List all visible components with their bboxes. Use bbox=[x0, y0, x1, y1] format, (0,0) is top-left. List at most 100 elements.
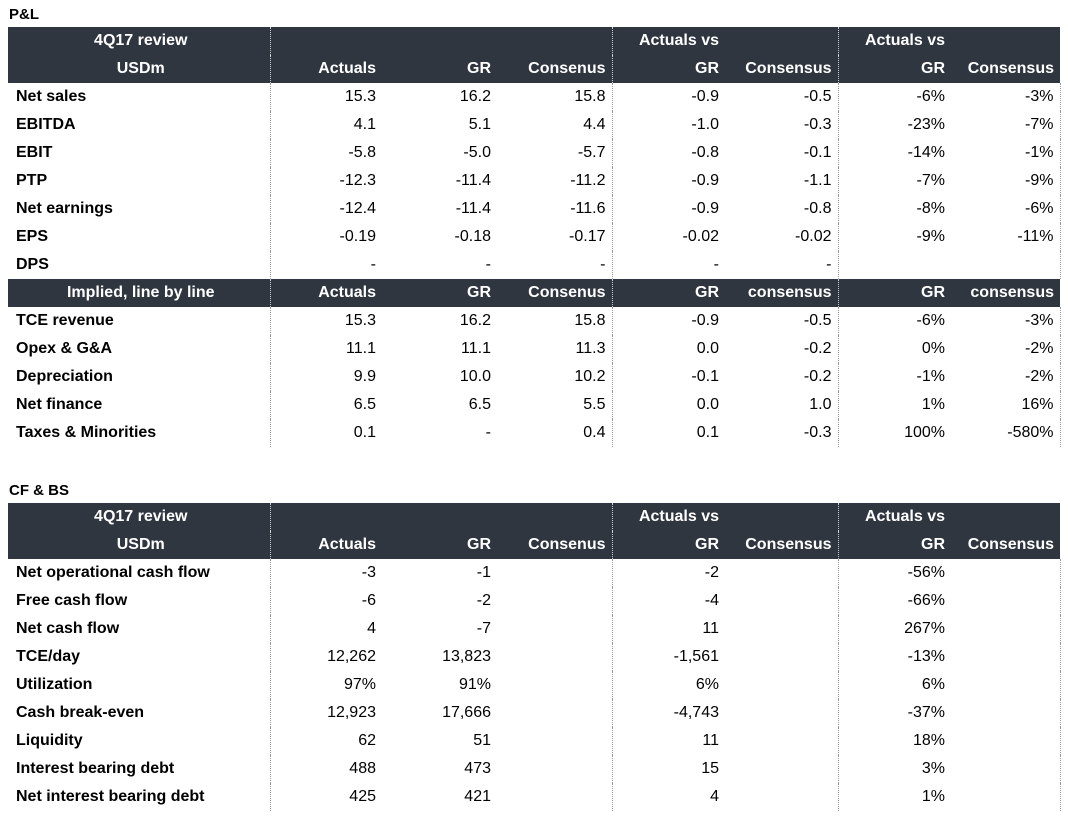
table-row: Net interest bearing debt 425 421 4 1% bbox=[8, 783, 1061, 811]
table-cell: -1 bbox=[476, 564, 491, 581]
table-cell bbox=[951, 251, 1061, 279]
table-row: EPS -0.19 -0.18 -0.17 -0.02 -0.02 -9% -11% bbox=[8, 223, 1061, 251]
table-cell: -0.18 bbox=[454, 228, 491, 245]
table-cell: 15.3 bbox=[269, 83, 382, 111]
column-header: GR bbox=[837, 531, 951, 559]
table-cell: -3 bbox=[269, 559, 382, 587]
table-cell bbox=[951, 671, 1061, 699]
table-cell: 425 bbox=[269, 783, 382, 811]
column-header bbox=[497, 27, 612, 55]
row-label: EBIT bbox=[16, 144, 53, 161]
table-cell bbox=[497, 727, 612, 755]
row-label: Interest bearing debt bbox=[16, 760, 175, 777]
table-cell: 100% bbox=[837, 419, 951, 447]
column-header bbox=[725, 27, 838, 55]
table-cell: -0.17 bbox=[569, 228, 606, 245]
table-cell: 473 bbox=[464, 760, 491, 777]
table-row: Taxes & Minorities 0.1 - 0.4 0.1 -0.3 100% -580… bbox=[8, 419, 1061, 447]
table-cell: -12.4 bbox=[269, 195, 382, 223]
column-header: Actuals vs bbox=[837, 27, 951, 55]
header-row: 4Q17 review Actuals vs Actuals vs bbox=[8, 503, 1060, 531]
header-label: USDm bbox=[8, 531, 270, 559]
table-cell: -0.5 bbox=[803, 312, 832, 329]
table-cell bbox=[497, 699, 612, 727]
table-cell bbox=[725, 727, 838, 755]
header-label: 4Q17 review bbox=[8, 27, 270, 55]
table-cell: -6% bbox=[951, 195, 1061, 223]
column-header: Consenus bbox=[497, 531, 612, 559]
column-header: Consensus bbox=[725, 55, 838, 83]
table-cell: 15.3 bbox=[269, 307, 382, 335]
header-row: USDm Actuals GR Consenus GR Consensus GR Consen… bbox=[8, 55, 1060, 83]
table-cell bbox=[951, 699, 1061, 727]
table-cell: -0.1 bbox=[803, 144, 832, 161]
table-cell: -14% bbox=[837, 139, 951, 167]
cfbs-section-title: CF & BS bbox=[9, 482, 69, 499]
table-cell: -0.9 bbox=[611, 195, 725, 223]
table-cell: 91% bbox=[458, 676, 491, 693]
table-cell: -2 bbox=[611, 559, 725, 587]
table-cell: -0.5 bbox=[803, 88, 832, 105]
table-cell: 12,262 bbox=[269, 643, 382, 671]
table-cell: 421 bbox=[464, 788, 491, 805]
table-cell: -580% bbox=[951, 419, 1061, 447]
column-header: consensus bbox=[951, 279, 1060, 307]
column-header: Consensus bbox=[951, 531, 1060, 559]
table-cell bbox=[951, 755, 1061, 783]
table-cell: 3% bbox=[837, 755, 951, 783]
row-label: Taxes & Minorities bbox=[16, 424, 157, 441]
table-cell: 12,923 bbox=[269, 699, 382, 727]
cfbs-table: 4Q17 review Actuals vs Actuals vs USDm Actua… bbox=[8, 503, 1061, 811]
header-row: 4Q17 review Actuals vs Actuals vs bbox=[8, 27, 1060, 55]
table-cell: -11.2 bbox=[570, 172, 606, 189]
table-cell: - bbox=[269, 251, 382, 279]
column-header: Consenus bbox=[497, 55, 612, 83]
table-row: Net earnings -12.4 -11.4 -11.6 -0.9 -0.8 -8% -6… bbox=[8, 195, 1061, 223]
row-label: Cash break-even bbox=[16, 704, 145, 721]
table-cell: 11 bbox=[611, 615, 725, 643]
table-cell: -1.1 bbox=[803, 172, 832, 189]
table-cell: -0.9 bbox=[611, 83, 725, 111]
row-label: EPS bbox=[16, 228, 49, 245]
table-cell: 0.0 bbox=[611, 335, 725, 363]
table-cell bbox=[497, 587, 612, 615]
column-header bbox=[497, 503, 612, 531]
table-cell: -23% bbox=[837, 111, 951, 139]
table-cell: 18% bbox=[837, 727, 951, 755]
row-label: TCE revenue bbox=[16, 312, 114, 329]
table-cell: 0.1 bbox=[269, 419, 382, 447]
column-header bbox=[951, 503, 1060, 531]
table-cell: -0.8 bbox=[611, 139, 725, 167]
table-row: EBITDA 4.1 5.1 4.4 -1.0 -0.3 -23% -7% bbox=[8, 111, 1061, 139]
header-row: Implied, line by line Actuals GR Consenus GR… bbox=[8, 279, 1060, 307]
table-row: Cash break-even 12,923 17,666 -4,743 -37% bbox=[8, 699, 1061, 727]
table-row: PTP -12.3 -11.4 -11.2 -0.9 -1.1 -7% -9% bbox=[8, 167, 1061, 195]
table-cell: 10.0 bbox=[459, 368, 491, 385]
table-cell bbox=[725, 755, 838, 783]
table-cell: 1% bbox=[837, 783, 951, 811]
table-cell: -0.3 bbox=[803, 424, 832, 441]
table-cell: 10.2 bbox=[574, 368, 606, 385]
row-label: Utilization bbox=[16, 676, 93, 693]
table-cell: 4.4 bbox=[583, 116, 606, 133]
table-cell: -2% bbox=[951, 335, 1061, 363]
table-cell: 488 bbox=[269, 755, 382, 783]
row-label: Net sales bbox=[16, 88, 87, 105]
table-cell: -0.3 bbox=[803, 116, 832, 133]
table-cell: -5.8 bbox=[269, 139, 382, 167]
table-cell: 1% bbox=[837, 391, 951, 419]
table-row: Interest bearing debt 488 473 15 3% bbox=[8, 755, 1061, 783]
row-label: Net interest bearing debt bbox=[16, 788, 205, 805]
table-cell bbox=[951, 587, 1061, 615]
table-cell: 11 bbox=[611, 727, 725, 755]
table-row: EBIT -5.8 -5.0 -5.7 -0.8 -0.1 -14% -1% bbox=[8, 139, 1061, 167]
table-cell: -6% bbox=[837, 307, 951, 335]
column-header bbox=[269, 27, 382, 55]
table-cell bbox=[497, 755, 612, 783]
table-cell: -9% bbox=[837, 223, 951, 251]
row-label: EBITDA bbox=[16, 116, 76, 133]
table-cell: -0.2 bbox=[803, 340, 832, 357]
table-cell: 0.4 bbox=[583, 424, 606, 441]
table-cell: -1% bbox=[837, 363, 951, 391]
row-label: Depreciation bbox=[16, 368, 113, 385]
